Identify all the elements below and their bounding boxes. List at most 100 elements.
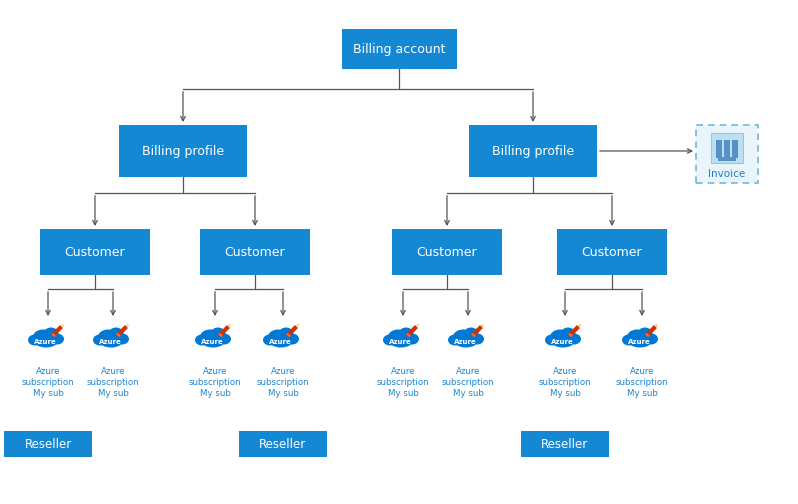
Ellipse shape: [270, 337, 292, 347]
FancyBboxPatch shape: [4, 431, 92, 457]
Polygon shape: [116, 333, 121, 337]
Polygon shape: [471, 325, 483, 337]
Text: Azure: Azure: [99, 339, 121, 345]
Ellipse shape: [627, 330, 647, 345]
Ellipse shape: [28, 335, 42, 346]
FancyBboxPatch shape: [200, 229, 310, 275]
Polygon shape: [568, 333, 573, 337]
Text: Invoice: Invoice: [709, 169, 745, 179]
Ellipse shape: [638, 328, 653, 341]
Polygon shape: [51, 333, 56, 337]
FancyBboxPatch shape: [716, 140, 722, 158]
FancyBboxPatch shape: [342, 29, 456, 69]
Ellipse shape: [98, 330, 118, 345]
Ellipse shape: [545, 335, 559, 346]
Ellipse shape: [455, 337, 477, 347]
Text: Azure
subscription
My sub: Azure subscription My sub: [441, 367, 494, 398]
Text: Billing profile: Billing profile: [492, 145, 574, 157]
Polygon shape: [471, 333, 476, 337]
Ellipse shape: [33, 330, 53, 345]
Polygon shape: [654, 324, 658, 328]
Polygon shape: [415, 324, 419, 328]
Polygon shape: [645, 325, 657, 337]
Ellipse shape: [629, 337, 651, 347]
Ellipse shape: [398, 328, 413, 341]
Polygon shape: [480, 324, 484, 328]
Ellipse shape: [44, 328, 58, 341]
Ellipse shape: [644, 334, 658, 345]
Text: Azure
subscription
My sub: Azure subscription My sub: [539, 367, 591, 398]
Text: Azure: Azure: [627, 339, 650, 345]
Ellipse shape: [115, 334, 129, 345]
FancyBboxPatch shape: [119, 125, 247, 177]
Ellipse shape: [109, 328, 124, 341]
Polygon shape: [577, 324, 581, 328]
Polygon shape: [60, 324, 64, 328]
FancyBboxPatch shape: [557, 229, 667, 275]
FancyBboxPatch shape: [696, 125, 758, 183]
Text: Customer: Customer: [225, 245, 286, 259]
Ellipse shape: [560, 328, 575, 341]
Ellipse shape: [202, 337, 224, 347]
Ellipse shape: [93, 335, 107, 346]
Polygon shape: [406, 333, 411, 337]
Text: Azure
subscription
My sub: Azure subscription My sub: [87, 367, 140, 398]
Text: Azure
subscription
My sub: Azure subscription My sub: [22, 367, 74, 398]
Text: Reseller: Reseller: [541, 437, 589, 451]
Text: Customer: Customer: [582, 245, 642, 259]
Ellipse shape: [470, 334, 484, 345]
Text: Reseller: Reseller: [25, 437, 72, 451]
FancyBboxPatch shape: [392, 229, 502, 275]
Text: Azure
subscription
My sub: Azure subscription My sub: [257, 367, 310, 398]
Ellipse shape: [217, 334, 231, 345]
Polygon shape: [227, 324, 231, 328]
Ellipse shape: [464, 328, 479, 341]
Polygon shape: [295, 324, 299, 328]
Polygon shape: [218, 325, 230, 337]
Text: Billing account: Billing account: [353, 42, 445, 55]
Polygon shape: [286, 325, 298, 337]
Ellipse shape: [263, 335, 277, 346]
Text: Reseller: Reseller: [259, 437, 306, 451]
Text: Azure: Azure: [34, 339, 57, 345]
Polygon shape: [645, 333, 650, 337]
Text: Azure: Azure: [453, 339, 476, 345]
Polygon shape: [51, 325, 63, 337]
FancyBboxPatch shape: [711, 133, 743, 163]
Ellipse shape: [195, 335, 209, 346]
Ellipse shape: [390, 337, 412, 347]
Polygon shape: [218, 333, 223, 337]
Text: Azure
subscription
My sub: Azure subscription My sub: [616, 367, 668, 398]
Text: Azure
subscription
My sub: Azure subscription My sub: [377, 367, 429, 398]
Text: Customer: Customer: [417, 245, 477, 259]
FancyBboxPatch shape: [469, 125, 597, 177]
Ellipse shape: [448, 335, 462, 346]
FancyBboxPatch shape: [718, 157, 736, 161]
FancyBboxPatch shape: [521, 431, 609, 457]
Ellipse shape: [383, 335, 397, 346]
Text: Azure: Azure: [269, 339, 291, 345]
Ellipse shape: [622, 335, 636, 346]
Text: Billing profile: Billing profile: [142, 145, 224, 157]
Text: Azure
subscription
My sub: Azure subscription My sub: [188, 367, 241, 398]
Ellipse shape: [453, 330, 473, 345]
Ellipse shape: [279, 328, 294, 341]
Polygon shape: [286, 333, 291, 337]
FancyBboxPatch shape: [239, 431, 327, 457]
Ellipse shape: [50, 334, 64, 345]
Ellipse shape: [100, 337, 122, 347]
Ellipse shape: [552, 337, 574, 347]
Ellipse shape: [268, 330, 288, 345]
Ellipse shape: [200, 330, 220, 345]
Polygon shape: [568, 325, 580, 337]
Ellipse shape: [388, 330, 408, 345]
Text: Azure: Azure: [200, 339, 223, 345]
Text: Azure: Azure: [551, 339, 574, 345]
FancyBboxPatch shape: [40, 229, 150, 275]
Ellipse shape: [211, 328, 226, 341]
Polygon shape: [125, 324, 129, 328]
Ellipse shape: [35, 337, 57, 347]
Polygon shape: [406, 325, 418, 337]
Ellipse shape: [405, 334, 419, 345]
Text: Customer: Customer: [65, 245, 125, 259]
